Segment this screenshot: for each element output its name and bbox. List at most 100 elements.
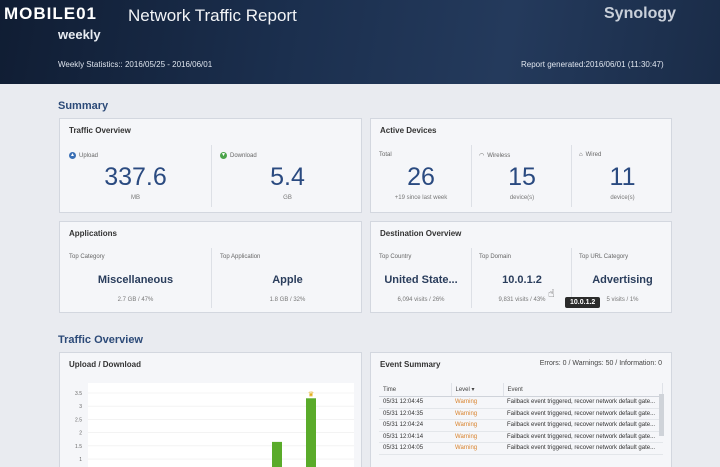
- top-url-category-cell[interactable]: Top URL Category Advertising 5 visits / …: [572, 222, 673, 314]
- divider: [571, 248, 572, 308]
- arrow-down-icon: ▼: [220, 152, 227, 159]
- event-counts: Errors: 0 / Warnings: 50 / Information: …: [539, 360, 662, 367]
- top-country-label: Top Country: [379, 254, 412, 260]
- event-time: 05/31 12:04:05: [379, 442, 451, 455]
- wired-devices-value: 11: [609, 163, 636, 191]
- event-message: Failback event triggered, recover networ…: [503, 442, 663, 455]
- event-level: Warning: [451, 431, 503, 443]
- wireless-devices-cell: ◠ Wireless 15 device(s): [472, 119, 572, 214]
- top-application-label: Top Application: [220, 254, 261, 260]
- event-time: 05/31 12:04:24: [379, 419, 451, 432]
- traffic-bar[interactable]: [272, 441, 282, 467]
- card-title: Destination Overview: [380, 229, 462, 238]
- top-domain-visits: 9,831 visits / 43%: [498, 297, 546, 303]
- event-level: Warning: [451, 442, 503, 455]
- top-application-value: Apple: [272, 274, 303, 286]
- report-title: Network Traffic Report: [128, 6, 297, 25]
- top-country-cell[interactable]: Top Country United State... 6,094 visits…: [371, 222, 471, 314]
- report-generated-time: Report generated:2016/06/01 (11:30:47): [521, 60, 664, 69]
- active-devices-card: Active Devices Total 26 +19 since last w…: [370, 118, 672, 213]
- wireless-unit: device(s): [509, 195, 535, 201]
- watermark-logo: MOBILE01: [4, 4, 98, 23]
- event-message: Failback event triggered, recover networ…: [503, 431, 663, 443]
- card-title: Applications: [69, 229, 118, 238]
- y-tick-label: 3.5: [75, 391, 82, 397]
- event-time: 05/31 12:04:45: [379, 396, 451, 409]
- event-level: Warning: [451, 408, 503, 420]
- upload-cell: ▲ Upload 337.6 MB: [60, 119, 211, 214]
- top-domain-label: Top Domain: [479, 254, 512, 260]
- upload-label: Upload: [79, 153, 99, 160]
- event-table: Time Level ▾ Event 05/31 12:04:45 Warning…: [379, 383, 663, 455]
- applications-card: Applications Top Category Miscellaneous …: [59, 221, 362, 313]
- total-devices-value: 26: [407, 163, 435, 191]
- domain-tooltip: 10.0.1.2: [565, 297, 601, 308]
- report-period: weekly: [58, 27, 101, 42]
- divider: [471, 248, 472, 308]
- top-domain-value: 10.0.1.2: [502, 274, 542, 286]
- divider: [471, 145, 472, 207]
- summary-heading: Summary: [58, 100, 109, 112]
- top-country-visits: 6,094 visits / 26%: [397, 297, 445, 303]
- wifi-icon: ◠: [479, 153, 485, 159]
- synology-logo: Synology: [604, 5, 677, 22]
- event-time: 05/31 12:04:14: [379, 431, 451, 443]
- column-time[interactable]: Time: [379, 383, 452, 397]
- wireless-label: Wireless: [487, 153, 511, 159]
- y-tick-label: 2: [79, 431, 82, 437]
- weekly-statistics-range: Weekly Statistics:: 2016/05/25 - 2016/06…: [58, 60, 213, 69]
- top-domain-cell[interactable]: Top Domain 10.0.1.2 9,831 visits / 43%: [472, 222, 572, 314]
- y-tick-label: 1.5: [75, 444, 82, 450]
- event-time: 05/31 12:04:35: [379, 408, 451, 420]
- download-value: 5.4: [270, 163, 305, 191]
- column-level[interactable]: Level ▾: [451, 383, 504, 397]
- top-url-category-label: Top URL Category: [579, 254, 629, 260]
- y-tick-label: 2.5: [75, 417, 82, 423]
- event-message: Failback event triggered, recover networ…: [503, 396, 663, 409]
- sort-down-icon: ▾: [471, 387, 475, 393]
- top-category-label: Top Category: [69, 254, 105, 260]
- event-row[interactable]: 05/31 12:04:35 Warning Failback event trig…: [379, 408, 663, 420]
- report-header: MOBILE01 Network Traffic Report weekly S…: [0, 0, 720, 84]
- event-message: Failback event triggered, recover networ…: [503, 419, 663, 432]
- traffic-bar[interactable]: [306, 398, 316, 467]
- hand-cursor-icon: ☝: [548, 288, 555, 300]
- total-devices-change: +19 since last week: [394, 195, 448, 201]
- total-devices-cell: Total 26 +19 since last week: [371, 119, 471, 214]
- traffic-overview-heading: Traffic Overview: [58, 334, 143, 346]
- wireless-devices-value: 15: [508, 163, 536, 191]
- top-category-value: Miscellaneous: [97, 274, 174, 286]
- top-country-value: United State...: [384, 274, 458, 286]
- crown-icon: ♛: [308, 390, 314, 398]
- wired-devices-cell: ⌂ Wired 11 device(s): [572, 119, 673, 214]
- event-row[interactable]: 05/31 12:04:45 Warning Failback event trig…: [379, 396, 663, 409]
- column-event[interactable]: Event: [503, 383, 663, 397]
- divider: [571, 145, 572, 207]
- card-title: Event Summary: [380, 360, 441, 369]
- event-message: Failback event triggered, recover networ…: [503, 408, 663, 420]
- top-category-usage: 2.7 GB / 47%: [117, 297, 154, 303]
- wired-label: Wired: [585, 152, 602, 158]
- wired-unit: device(s): [610, 195, 635, 201]
- upload-value: 337.6: [104, 163, 167, 191]
- event-summary-card: Event Summary Errors: 0 / Warnings: 50 /…: [370, 352, 672, 467]
- total-label: Total: [379, 152, 392, 158]
- card-title: Traffic Overview: [69, 126, 131, 135]
- event-row[interactable]: 05/31 12:04:05 Warning Failback event trig…: [379, 442, 663, 455]
- traffic-overview-card: Traffic Overview ▲ Upload 337.6 MB ▼ Downl…: [59, 118, 362, 213]
- event-row[interactable]: 05/31 12:04:14 Warning Failback event trig…: [379, 431, 663, 443]
- y-tick-label: 3: [79, 404, 82, 410]
- y-tick-label: 1: [79, 457, 82, 463]
- upload-unit: MB: [131, 195, 140, 201]
- chart-title: Upload / Download: [69, 360, 141, 369]
- ethernet-icon: ⌂: [579, 152, 583, 158]
- event-row[interactable]: 05/31 12:04:24 Warning Failback event trig…: [379, 419, 663, 432]
- top-url-category-visits: 5 visits / 1%: [606, 297, 639, 303]
- upload-download-chart: 3.5 3 2.5 2 1.5 1 ♛: [75, 383, 354, 467]
- event-table-scrollbar[interactable]: [659, 394, 664, 436]
- arrow-up-icon: ▲: [69, 152, 76, 159]
- download-label: Download: [230, 153, 257, 160]
- divider: [211, 145, 212, 207]
- divider: [211, 248, 212, 308]
- download-cell: ▼ Download 5.4 GB: [212, 119, 363, 214]
